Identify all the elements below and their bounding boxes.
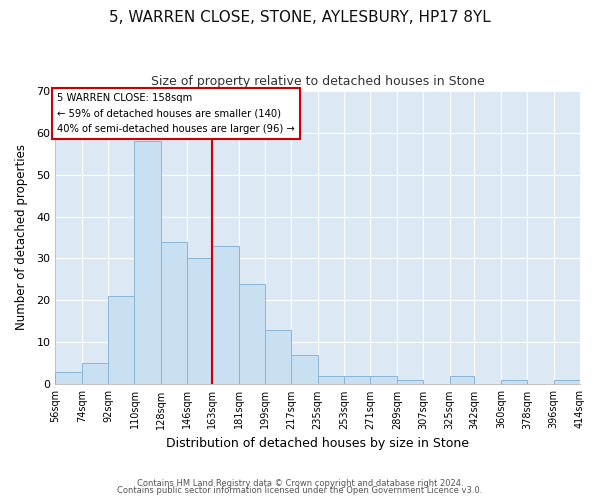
Y-axis label: Number of detached properties: Number of detached properties [15,144,28,330]
Bar [55,372,82,384]
Bar [370,376,397,384]
Bar [291,355,317,384]
Title: Size of property relative to detached houses in Stone: Size of property relative to detached ho… [151,75,485,88]
Bar [344,376,370,384]
Bar [317,376,344,384]
Text: Contains HM Land Registry data © Crown copyright and database right 2024.: Contains HM Land Registry data © Crown c… [137,478,463,488]
Bar [161,242,187,384]
Bar [265,330,291,384]
X-axis label: Distribution of detached houses by size in Stone: Distribution of detached houses by size … [166,437,469,450]
Bar [397,380,423,384]
Text: 5, WARREN CLOSE, STONE, AYLESBURY, HP17 8YL: 5, WARREN CLOSE, STONE, AYLESBURY, HP17 … [109,10,491,25]
Bar [449,376,475,384]
Text: 5 WARREN CLOSE: 158sqm
← 59% of detached houses are smaller (140)
40% of semi-de: 5 WARREN CLOSE: 158sqm ← 59% of detached… [57,92,295,134]
Bar [239,284,265,384]
Bar [82,364,108,384]
Bar [134,141,161,384]
Text: Contains public sector information licensed under the Open Government Licence v3: Contains public sector information licen… [118,486,482,495]
Bar [554,380,580,384]
Bar [501,380,527,384]
Bar [108,296,134,384]
Bar [212,246,239,384]
Bar [187,258,212,384]
